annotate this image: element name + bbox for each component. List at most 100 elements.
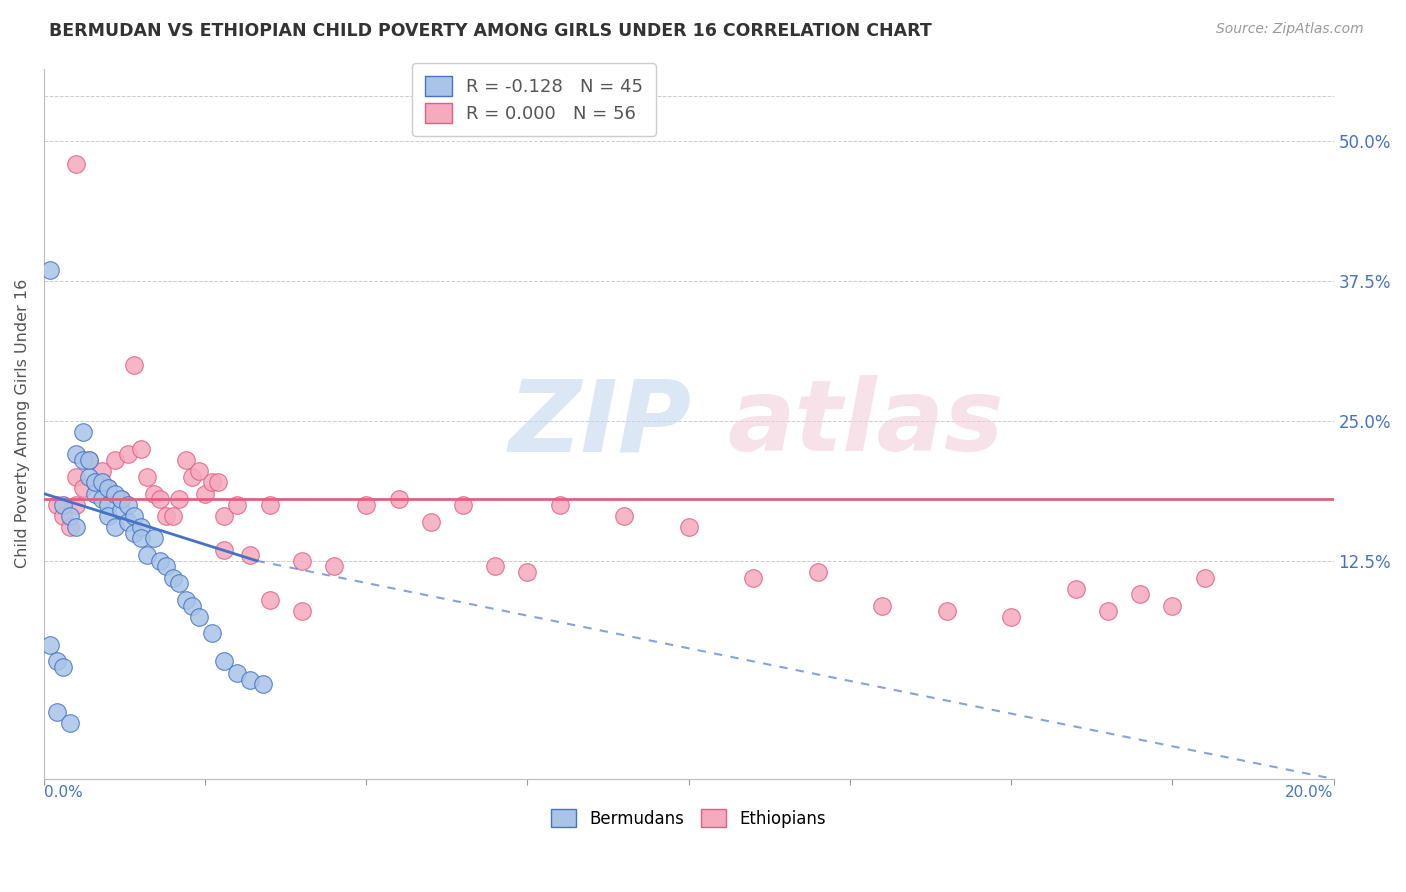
Point	[122, 508, 145, 523]
Point	[84, 475, 107, 490]
Point	[142, 532, 165, 546]
Point	[72, 425, 94, 439]
Point	[214, 655, 236, 669]
Point	[90, 475, 112, 490]
Point	[194, 486, 217, 500]
Point	[77, 453, 100, 467]
Point	[1097, 604, 1119, 618]
Point	[136, 548, 159, 562]
Point	[1129, 587, 1152, 601]
Point	[516, 565, 538, 579]
Point	[226, 665, 249, 680]
Point	[142, 486, 165, 500]
Point	[807, 565, 830, 579]
Point	[122, 525, 145, 540]
Point	[129, 442, 152, 456]
Point	[387, 492, 409, 507]
Point	[72, 453, 94, 467]
Point	[613, 508, 636, 523]
Point	[45, 655, 67, 669]
Point	[214, 508, 236, 523]
Text: 0.0%: 0.0%	[44, 784, 83, 799]
Point	[162, 508, 184, 523]
Point	[72, 481, 94, 495]
Point	[65, 448, 87, 462]
Point	[59, 508, 82, 523]
Point	[65, 470, 87, 484]
Point	[870, 599, 893, 613]
Point	[226, 498, 249, 512]
Point	[1161, 599, 1184, 613]
Point	[174, 453, 197, 467]
Point	[181, 470, 204, 484]
Point	[169, 492, 191, 507]
Point	[117, 448, 139, 462]
Point	[259, 498, 281, 512]
Point	[207, 475, 229, 490]
Point	[45, 705, 67, 719]
Point	[104, 453, 127, 467]
Text: Source: ZipAtlas.com: Source: ZipAtlas.com	[1216, 22, 1364, 37]
Text: ZIP: ZIP	[508, 376, 692, 472]
Y-axis label: Child Poverty Among Girls Under 16: Child Poverty Among Girls Under 16	[15, 279, 30, 568]
Point	[1000, 609, 1022, 624]
Point	[169, 576, 191, 591]
Point	[39, 263, 62, 277]
Point	[52, 660, 75, 674]
Point	[104, 486, 127, 500]
Legend: Bermudans, Ethiopians: Bermudans, Ethiopians	[544, 803, 832, 835]
Point	[39, 638, 62, 652]
Point	[45, 498, 67, 512]
Point	[117, 498, 139, 512]
Point	[52, 508, 75, 523]
Point	[52, 498, 75, 512]
Point	[548, 498, 571, 512]
Text: atlas: atlas	[727, 376, 1004, 472]
Point	[356, 498, 378, 512]
Point	[97, 498, 120, 512]
Point	[129, 520, 152, 534]
Point	[149, 554, 172, 568]
Point	[90, 464, 112, 478]
Point	[1194, 570, 1216, 584]
Point	[214, 542, 236, 557]
Point	[323, 559, 346, 574]
Point	[97, 481, 120, 495]
Point	[291, 554, 314, 568]
Point	[1064, 582, 1087, 596]
Point	[65, 498, 87, 512]
Point	[65, 520, 87, 534]
Point	[77, 453, 100, 467]
Point	[484, 559, 506, 574]
Point	[59, 716, 82, 731]
Point	[252, 677, 274, 691]
Point	[187, 609, 209, 624]
Point	[935, 604, 957, 618]
Text: 20.0%: 20.0%	[1285, 784, 1333, 799]
Point	[110, 492, 132, 507]
Point	[97, 508, 120, 523]
Point	[291, 604, 314, 618]
Point	[65, 156, 87, 170]
Point	[187, 464, 209, 478]
Point	[678, 520, 700, 534]
Point	[200, 475, 222, 490]
Point	[110, 503, 132, 517]
Point	[136, 470, 159, 484]
Point	[84, 475, 107, 490]
Point	[259, 593, 281, 607]
Point	[239, 548, 262, 562]
Point	[84, 486, 107, 500]
Point	[110, 492, 132, 507]
Point	[162, 570, 184, 584]
Point	[742, 570, 765, 584]
Point	[200, 626, 222, 640]
Point	[155, 508, 177, 523]
Point	[174, 593, 197, 607]
Text: BERMUDAN VS ETHIOPIAN CHILD POVERTY AMONG GIRLS UNDER 16 CORRELATION CHART: BERMUDAN VS ETHIOPIAN CHILD POVERTY AMON…	[49, 22, 932, 40]
Point	[104, 520, 127, 534]
Point	[117, 515, 139, 529]
Point	[90, 492, 112, 507]
Point	[129, 532, 152, 546]
Point	[97, 481, 120, 495]
